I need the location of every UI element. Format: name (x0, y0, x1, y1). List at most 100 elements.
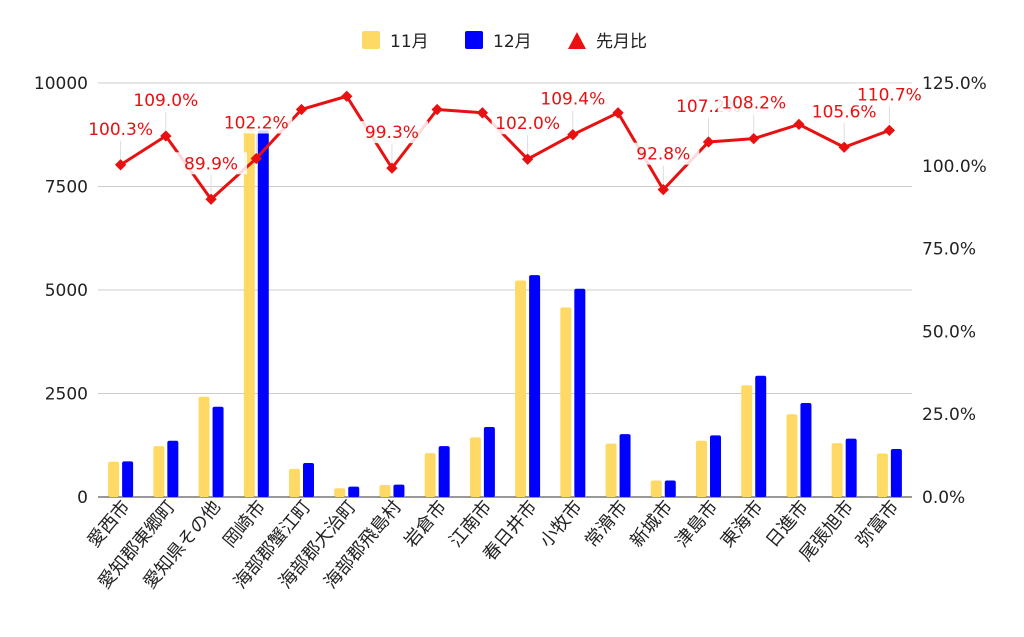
y-left-tick-label: 2500 (45, 385, 88, 405)
data-label-bg (220, 111, 293, 134)
bar (212, 406, 224, 497)
y-right-tick-label: 75.0% (922, 240, 976, 260)
legend-item: 先月比 (568, 32, 647, 52)
legend-item: 12月 (465, 31, 532, 52)
bar (122, 461, 134, 497)
line-point (793, 118, 805, 131)
bar (574, 288, 586, 497)
x-tick-label: 岩倉市 (400, 497, 451, 552)
bar (876, 453, 888, 497)
data-label-bg (175, 152, 248, 175)
bar (303, 463, 314, 497)
bar (529, 275, 541, 497)
line-point (657, 183, 669, 196)
x-tick-label: 小牧市 (536, 497, 587, 552)
bar (348, 486, 360, 497)
y-left-tick-label: 10000 (34, 74, 88, 94)
bar (108, 461, 120, 497)
line-data-label: 100.3% (88, 120, 153, 140)
y-right-tick-label: 50.0% (922, 322, 976, 342)
bar (424, 453, 436, 497)
gridlines (98, 82, 912, 498)
bar (741, 385, 753, 497)
bar (619, 434, 631, 497)
line-point (748, 132, 760, 145)
legend-swatch (362, 31, 380, 49)
y-right-tick-label: 0.0% (922, 488, 965, 508)
line-point (386, 162, 398, 174)
x-tick-label: 津島市 (672, 497, 723, 552)
bar-series (108, 129, 888, 498)
line-point (702, 136, 715, 148)
line-data-label: 92.8% (636, 145, 690, 165)
data-label-bg (808, 100, 881, 123)
x-tick-label: 東海市 (717, 497, 768, 552)
legend-item: 11月 (362, 31, 429, 52)
bar (289, 468, 300, 497)
legend: 11月 12月 先月比 (362, 31, 647, 52)
bar (198, 396, 210, 497)
line-point (160, 130, 172, 142)
y-right-tick-label: 25.0% (922, 405, 976, 425)
line-point (250, 152, 262, 165)
data-label-bg (84, 117, 157, 140)
line-series: 100.3% 109.0% 89.9% 102.2% 99.3% 102.0% 109.4%… (84, 83, 926, 205)
line-point (883, 124, 896, 137)
bar (710, 435, 721, 497)
y-left-tick-label: 5000 (45, 281, 88, 301)
line-data-label: 110.7% (857, 85, 922, 105)
bar (393, 484, 405, 497)
bar (334, 488, 346, 497)
bar (167, 440, 179, 497)
x-tick-label: 常滑市 (581, 497, 632, 552)
bar (845, 438, 857, 497)
bar (560, 307, 572, 497)
x-axis: 愛西市愛知郡東郷町愛知県その他岡崎市海部郡蟹江町海部郡大治町海部郡飛島村岩倉市江… (84, 497, 904, 593)
data-label-bg (491, 112, 564, 135)
y-axis-right: 0.0% 25.0% 50.0% 75.0% 100.0% 125.0% (922, 74, 987, 508)
legend-label: 11月 (390, 32, 429, 52)
bars (108, 129, 902, 498)
bar (257, 130, 269, 498)
bar (696, 440, 707, 497)
data-label-bg (536, 87, 609, 110)
bar (605, 443, 617, 497)
legend-label: 先月比 (596, 32, 647, 52)
data-label-bg (627, 142, 700, 165)
y-right-tick-label: 125.0% (922, 74, 987, 94)
line-data-label: 102.0% (495, 114, 560, 134)
line-point (838, 141, 850, 153)
bar (483, 427, 495, 497)
line-data-label: 109.0% (133, 91, 198, 111)
line-point (205, 193, 217, 205)
bar (153, 446, 165, 497)
line-data-label: 102.2% (224, 114, 289, 134)
bar (515, 280, 527, 497)
data-label-bg (717, 91, 790, 114)
bar (438, 446, 450, 497)
bar (755, 375, 767, 497)
legend-swatch (465, 31, 483, 49)
data-label-bg (355, 121, 428, 144)
y-left-tick-label: 7500 (45, 178, 88, 198)
bar (243, 129, 255, 498)
line-path (119, 94, 890, 201)
bar (800, 403, 812, 497)
y-left-tick-label: 0 (77, 488, 88, 508)
line-point (521, 153, 534, 165)
bar (650, 480, 662, 497)
bar (469, 437, 481, 497)
legend-marker (568, 32, 586, 49)
bar (786, 414, 798, 497)
line-data-label: 89.9% (184, 154, 238, 174)
bar (890, 448, 902, 497)
y-right-tick-label: 100.0% (922, 157, 987, 177)
data-label-bg (129, 88, 202, 111)
bar-series (122, 130, 902, 498)
line-data-label: 108.2% (721, 94, 786, 114)
line-data-label: 109.4% (540, 90, 605, 110)
data-label-bg (853, 83, 926, 106)
legend-label: 12月 (493, 32, 532, 52)
